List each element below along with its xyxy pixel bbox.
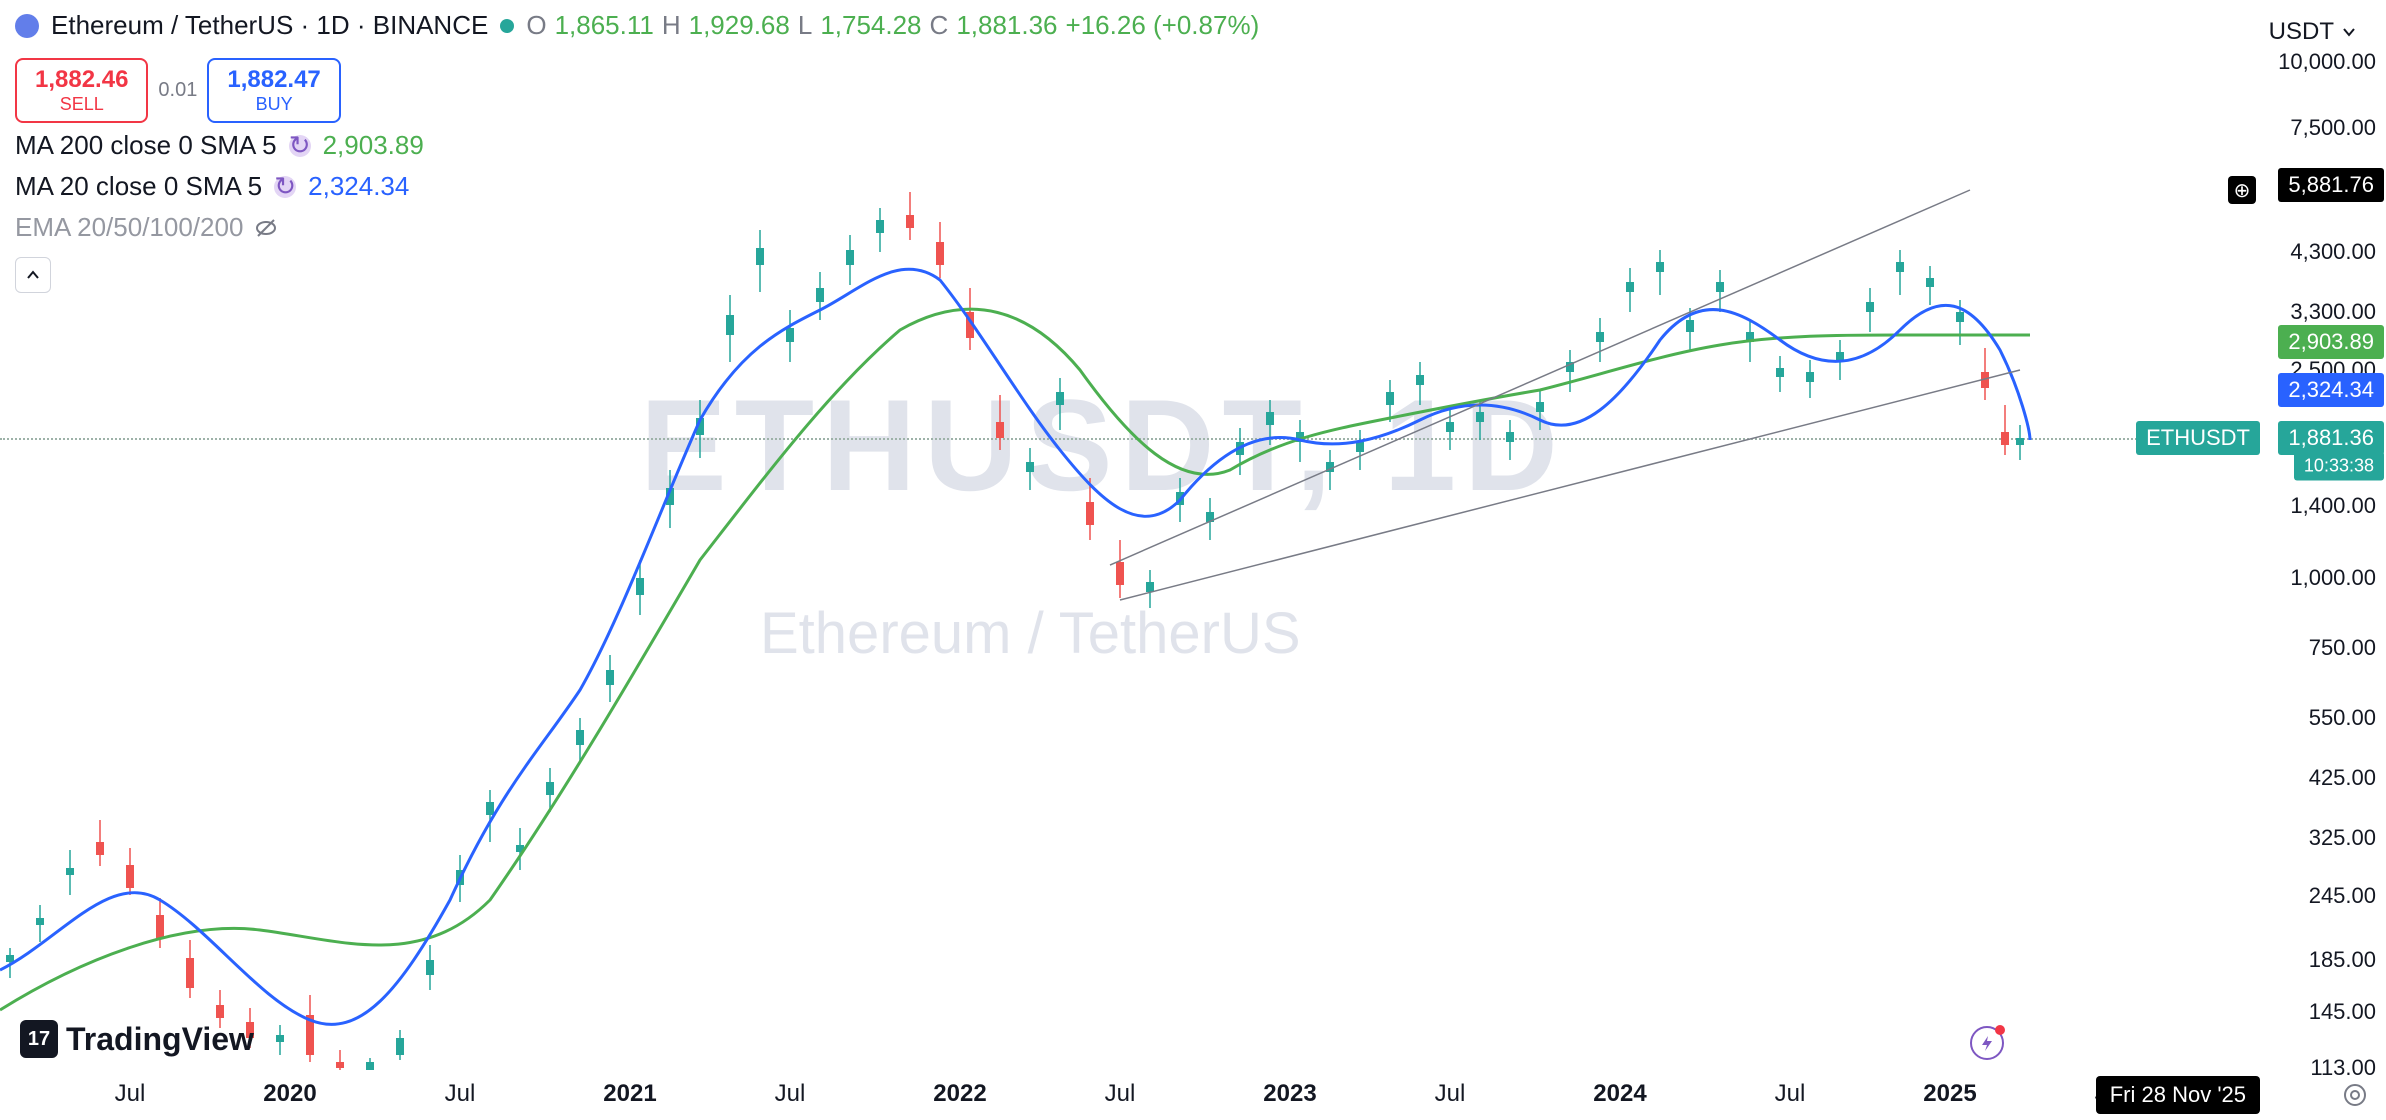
x-tick: Jul	[775, 1080, 806, 1108]
ohlc-o-label: O	[526, 10, 546, 41]
y-tick: 3,300.00	[2290, 299, 2376, 325]
ohlc-h-label: H	[662, 10, 681, 41]
price-badge: 10:33:38	[2294, 452, 2384, 481]
ohlc-low: 1,754.28	[820, 10, 921, 41]
sell-label: SELL	[35, 94, 128, 115]
y-tick: 1,000.00	[2290, 565, 2376, 591]
symbol-icon[interactable]	[15, 14, 39, 38]
ohlc-close: 1,881.36	[956, 10, 1057, 41]
ohlc-c-label: C	[930, 10, 949, 41]
price-badge: 2,903.89	[2278, 325, 2384, 359]
notification-dot	[1995, 1025, 2005, 1035]
y-axis[interactable]: 10,000.007,500.004,300.003,300.002,500.0…	[2260, 0, 2386, 1070]
tradingview-logo-text: TradingView	[66, 1021, 254, 1058]
y-tick: 145.00	[2309, 999, 2376, 1025]
date-badge: Fri 28 Nov '25	[2096, 1076, 2260, 1114]
ohlc-l-label: L	[798, 10, 812, 41]
chevron-up-icon	[25, 267, 41, 283]
ohlc-high: 1,929.68	[689, 10, 790, 41]
ohlc-open: 1,865.11	[555, 10, 654, 41]
x-tick: Jul	[445, 1080, 476, 1108]
symbol-title[interactable]: Ethereum / TetherUS · 1D · BINANCE	[51, 10, 488, 41]
y-tick: 750.00	[2309, 635, 2376, 661]
y-tick: 4,300.00	[2290, 239, 2376, 265]
buy-label: BUY	[227, 94, 320, 115]
eye-off-icon[interactable]	[255, 217, 277, 239]
y-tick: 425.00	[2309, 765, 2376, 791]
price-badge: 1,881.36	[2278, 421, 2384, 455]
indicator-ma20[interactable]: MA 20 close 0 SMA 5 ↻ 2,324.34	[15, 171, 424, 202]
indicator-ma200[interactable]: MA 200 close 0 SMA 5 ↻ 2,903.89	[15, 130, 424, 161]
collapse-button[interactable]	[15, 257, 51, 293]
y-tick: 325.00	[2309, 825, 2376, 851]
add-price-alert-icon[interactable]: ⊕	[2228, 176, 2256, 204]
x-axis[interactable]: Jul 2020 Jul 2021 Jul 2022 Jul 2023 Jul 2024 Jul 20…	[0, 1070, 2260, 1120]
symbol-price-badge: ETHUSDT	[2136, 421, 2260, 455]
ohlc-change: +16.26 (+0.87%)	[1066, 10, 1260, 41]
x-tick: 2021	[603, 1080, 656, 1108]
refresh-icon[interactable]: ↻	[289, 135, 311, 157]
x-tick: 2020	[263, 1080, 316, 1108]
flash-alert-icon[interactable]	[1970, 1026, 2004, 1060]
indicator-ema[interactable]: EMA 20/50/100/200	[15, 212, 424, 243]
buy-button[interactable]: 1,882.47 BUY	[207, 58, 340, 123]
y-tick: 245.00	[2309, 883, 2376, 909]
price-badge: 2,324.34	[2278, 373, 2384, 407]
y-tick: 7,500.00	[2290, 115, 2376, 141]
market-status-dot	[500, 19, 514, 33]
refresh-icon[interactable]: ↻	[274, 176, 296, 198]
indicator-ma200-value: 2,903.89	[323, 130, 424, 161]
x-tick: Jul	[115, 1080, 146, 1108]
indicator-ema-label: EMA 20/50/100/200	[15, 212, 243, 243]
axis-settings-icon[interactable]	[2340, 1080, 2370, 1110]
x-tick: 2024	[1593, 1080, 1646, 1108]
tradingview-logo-icon: 17	[20, 1020, 58, 1058]
tradingview-logo[interactable]: 17 TradingView	[20, 1020, 254, 1058]
indicator-ma20-value: 2,324.34	[308, 171, 409, 202]
y-tick: 185.00	[2309, 947, 2376, 973]
y-tick: 550.00	[2309, 705, 2376, 731]
sell-button[interactable]: 1,882.46 SELL	[15, 58, 148, 123]
x-tick: 2022	[933, 1080, 986, 1108]
ohlc-bar: O 1,865.11 H 1,929.68 L 1,754.28 C 1,881…	[526, 10, 1259, 41]
x-tick: Jul	[1105, 1080, 1136, 1108]
sell-price: 1,882.46	[35, 66, 128, 94]
x-tick: 2023	[1263, 1080, 1316, 1108]
indicator-ma20-label: MA 20 close 0 SMA 5	[15, 171, 262, 202]
y-tick: 10,000.00	[2278, 49, 2376, 75]
x-tick: 2025	[1923, 1080, 1976, 1108]
x-tick: Jul	[1775, 1080, 1806, 1108]
spread-value: 0.01	[158, 79, 197, 102]
y-tick: 1,400.00	[2290, 493, 2376, 519]
price-badge: 5,881.76	[2278, 168, 2384, 202]
indicator-ma200-label: MA 200 close 0 SMA 5	[15, 130, 277, 161]
y-tick: 113.00	[2310, 1055, 2376, 1081]
buy-price: 1,882.47	[227, 66, 320, 94]
x-tick: Jul	[1435, 1080, 1466, 1108]
